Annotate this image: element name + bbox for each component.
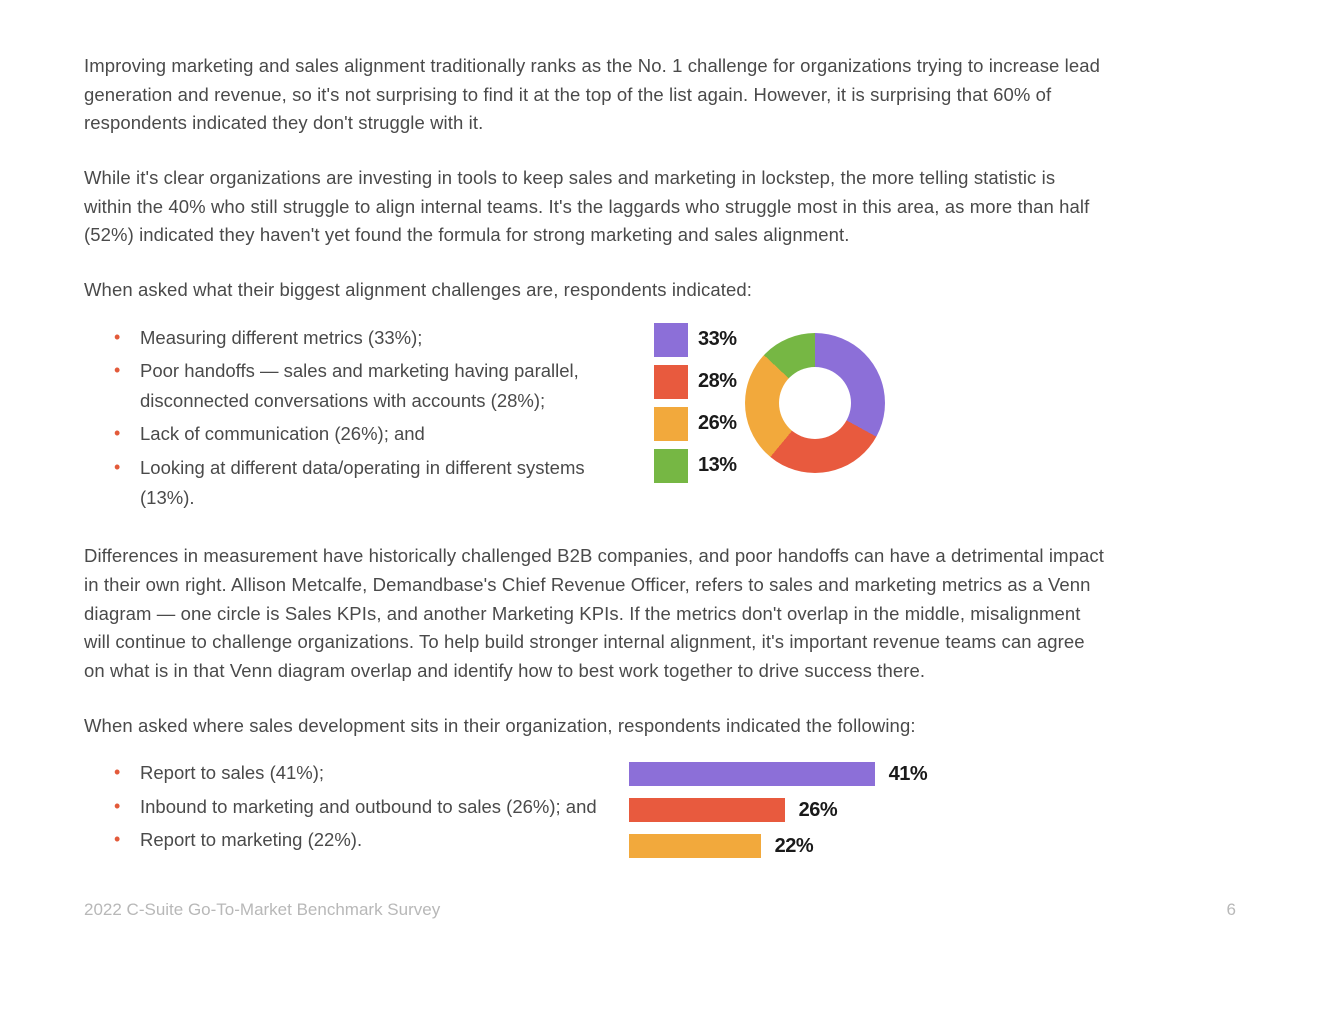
list-item: Inbound to marketing and outbound to sal… bbox=[114, 792, 597, 822]
bar-label: 41% bbox=[889, 763, 928, 786]
legend-swatch bbox=[654, 407, 688, 441]
legend-label: 26% bbox=[698, 412, 737, 435]
legend-item: 13% bbox=[654, 449, 737, 483]
donut-legend: 33% 28% 26% 13% bbox=[654, 323, 737, 483]
bar-row: 26% bbox=[629, 798, 928, 822]
legend-swatch bbox=[654, 365, 688, 399]
legend-label: 33% bbox=[698, 328, 737, 351]
challenges-donut-chart: 33% 28% 26% 13% bbox=[654, 323, 885, 483]
list-item: Measuring different metrics (33%); bbox=[114, 323, 634, 353]
sdr-row: Report to sales (41%); Inbound to market… bbox=[84, 758, 1236, 859]
legend-label: 28% bbox=[698, 370, 737, 393]
legend-label: 13% bbox=[698, 454, 737, 477]
legend-item: 28% bbox=[654, 365, 737, 399]
sdr-bullets: Report to sales (41%); Inbound to market… bbox=[84, 758, 597, 859]
footer-title: 2022 C-Suite Go-To-Market Benchmark Surv… bbox=[84, 900, 440, 920]
challenges-bullets: Measuring different metrics (33%); Poor … bbox=[84, 323, 634, 517]
bar bbox=[629, 798, 785, 822]
bar-row: 22% bbox=[629, 834, 928, 858]
legend-swatch bbox=[654, 323, 688, 357]
sdr-bar-chart: 41% 26% 22% bbox=[629, 762, 928, 858]
bar-label: 26% bbox=[799, 799, 838, 822]
legend-swatch bbox=[654, 449, 688, 483]
bar bbox=[629, 834, 761, 858]
footer-page-number: 6 bbox=[1227, 900, 1236, 920]
paragraph-2: While it's clear organizations are inves… bbox=[84, 164, 1104, 250]
paragraph-3: When asked what their biggest alignment … bbox=[84, 276, 1104, 305]
challenges-row: Measuring different metrics (33%); Poor … bbox=[84, 323, 1236, 517]
list-item: Poor handoffs — sales and marketing havi… bbox=[114, 356, 634, 415]
list-item: Lack of communication (26%); and bbox=[114, 419, 634, 449]
list-item: Report to sales (41%); bbox=[114, 758, 597, 788]
paragraph-1: Improving marketing and sales alignment … bbox=[84, 52, 1104, 138]
list-item: Looking at different data/operating in d… bbox=[114, 453, 634, 512]
paragraph-5: When asked where sales development sits … bbox=[84, 712, 1104, 741]
list-item: Report to marketing (22%). bbox=[114, 825, 597, 855]
donut-chart bbox=[745, 333, 885, 473]
bar-row: 41% bbox=[629, 762, 928, 786]
paragraph-4: Differences in measurement have historic… bbox=[84, 542, 1104, 685]
legend-item: 26% bbox=[654, 407, 737, 441]
bar bbox=[629, 762, 875, 786]
legend-item: 33% bbox=[654, 323, 737, 357]
bar-label: 22% bbox=[775, 835, 814, 858]
page-footer: 2022 C-Suite Go-To-Market Benchmark Surv… bbox=[84, 900, 1236, 920]
